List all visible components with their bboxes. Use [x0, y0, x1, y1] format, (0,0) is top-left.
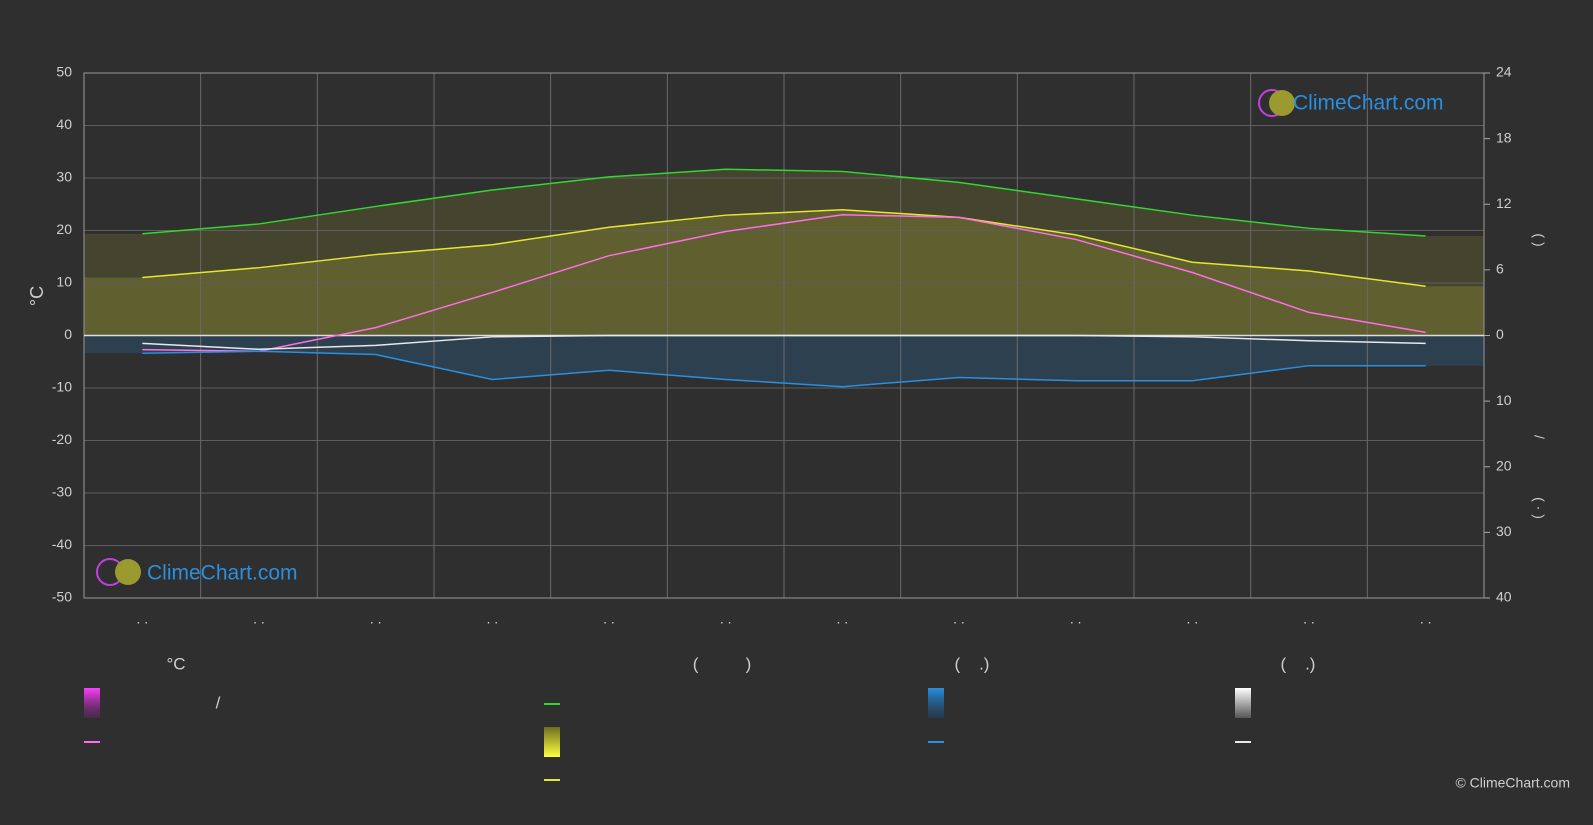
y2-axis-label: /: [1531, 435, 1547, 439]
y3-tick-label: 40: [1496, 589, 1512, 605]
x-tick-label: . .: [253, 611, 265, 627]
y2-axis-label: ( ): [1531, 233, 1547, 246]
legend-swatch: [928, 688, 944, 718]
legend-header: ( .): [955, 654, 990, 673]
y2-tick-label: 18: [1496, 129, 1512, 145]
logo-icon: [115, 559, 141, 585]
x-tick-label: . .: [836, 611, 848, 627]
series-line: [142, 213, 1426, 353]
x-tick-label: . .: [370, 611, 382, 627]
y3-tick-label: 10: [1496, 392, 1512, 408]
y-tick-label: 40: [56, 116, 72, 132]
y3-tick-label: 30: [1496, 523, 1512, 539]
series-line: [142, 334, 1426, 351]
y-tick-label: -20: [52, 431, 72, 447]
y-tick-label: -50: [52, 589, 72, 605]
x-tick-label: . .: [136, 611, 148, 627]
logo-text: ClimeChart.com: [147, 562, 298, 585]
y2-tick-label: 24: [1496, 64, 1512, 80]
plot: -50 -40 -30 -20 -10 0 10 20 30 40 50 0 6 12 18 24 10 20 30…: [52, 64, 1512, 627]
x-tick-label: . .: [720, 611, 732, 627]
legend-swatch: [84, 688, 100, 718]
y2-tick-label: 0: [1496, 326, 1504, 342]
series-line: [142, 350, 1426, 388]
x-tick-label: . .: [486, 611, 498, 627]
y-tick-label: -40: [52, 536, 72, 552]
legend-swatch: [1235, 688, 1251, 718]
x-tick-label: . .: [953, 611, 965, 627]
series-line: [142, 168, 1426, 237]
y2-tick-label: 12: [1496, 195, 1512, 211]
legend-header: ( .): [1281, 654, 1316, 673]
copyright: © ClimeChart.com: [1455, 775, 1570, 791]
y-tick-label: 0: [64, 326, 72, 342]
logo-text: ClimeChart.com: [1293, 92, 1444, 115]
legend-item: /: [216, 693, 221, 712]
x-tick-label: . .: [1303, 611, 1315, 627]
y-tick-label: -30: [52, 484, 72, 500]
y3-tick-label: 20: [1496, 457, 1512, 473]
x-tick-label: . .: [1070, 611, 1082, 627]
x-tick-label: . .: [603, 611, 615, 627]
y-tick-label: 20: [56, 221, 72, 237]
y-tick-label: -10: [52, 379, 72, 395]
x-tick-label: . .: [1186, 611, 1198, 627]
y-tick-label: 50: [56, 64, 72, 80]
y-tick-label: 30: [56, 169, 72, 185]
legend-swatch: [544, 727, 560, 757]
logo-bottom: ClimeChart.com: [96, 558, 298, 586]
legend-header: ( ): [693, 654, 752, 673]
legend-header: °C: [166, 654, 185, 673]
series-line: [142, 208, 1426, 288]
y2-axis-label: ( · ): [1531, 497, 1547, 519]
y-tick-label: 10: [56, 274, 72, 290]
logo-icon: [1269, 90, 1295, 116]
y2-tick-label: 6: [1496, 261, 1504, 277]
y-axis-label: °C: [27, 286, 47, 306]
x-tick-label: . .: [1420, 611, 1432, 627]
logo-top: ClimeChart.com: [1258, 89, 1444, 117]
